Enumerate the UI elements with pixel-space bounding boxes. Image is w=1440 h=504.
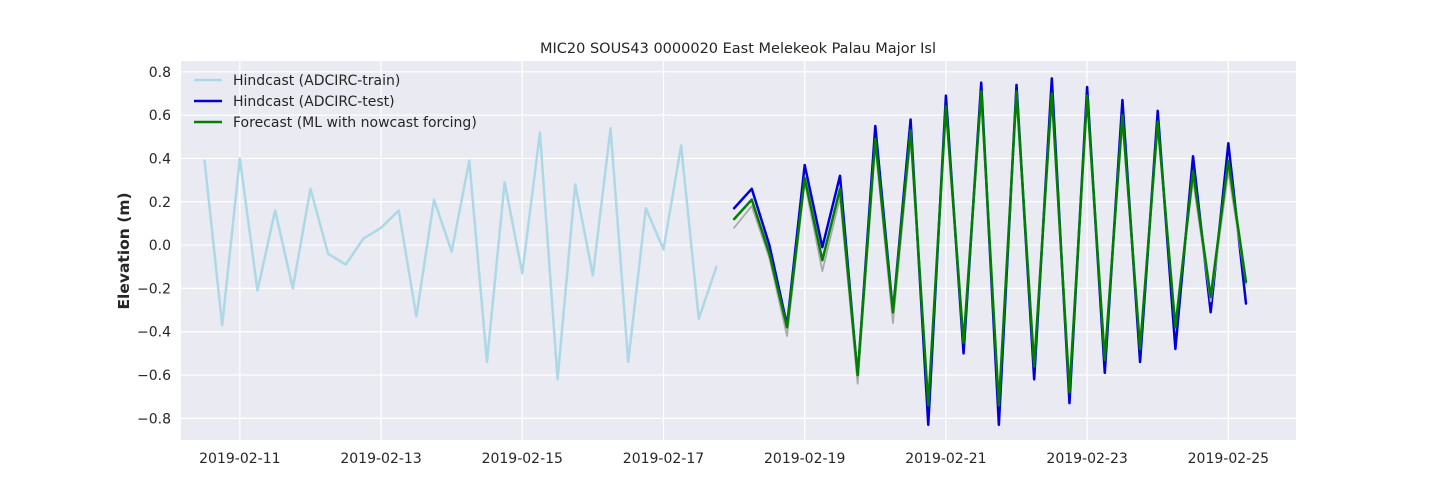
y-axis-label: Elevation (m)	[115, 192, 133, 309]
chart-title: MIC20 SOUS43 0000020 East Melekeok Palau…	[540, 41, 936, 57]
x-tick-label: 2019-02-23	[1046, 451, 1127, 467]
y-tick-labels: −0.8 −0.6 −0.4 −0.2 0.0 0.2 0.4 0.6 0.8	[137, 65, 171, 428]
x-tick-label: 2019-02-21	[905, 451, 986, 467]
series-line-forecast-ml-with-nowcast-forcing	[732, 90, 1248, 407]
y-tick-label: 0.2	[149, 195, 171, 211]
legend-label: Hindcast (ADCIRC-test)	[233, 94, 395, 110]
y-tick-label: 0.0	[149, 238, 171, 254]
y-tick-label: −0.4	[137, 325, 171, 341]
legend-label: Forecast (ML with nowcast forcing)	[233, 115, 477, 131]
series-layer	[203, 77, 1248, 427]
legend: Hindcast (ADCIRC-train) Hindcast (ADCIRC-…	[194, 73, 477, 131]
y-tick-label: 0.6	[149, 108, 171, 124]
x-tick-label: 2019-02-15	[482, 451, 563, 467]
x-tick-label: 2019-02-13	[340, 451, 421, 467]
plot-area	[181, 61, 1296, 440]
x-tick-label: 2019-02-25	[1188, 451, 1269, 467]
y-tick-label: 0.4	[149, 151, 171, 167]
y-tick-label: 0.8	[149, 65, 171, 81]
y-tick-label: −0.8	[137, 411, 171, 427]
y-tick-label: −0.2	[137, 281, 171, 297]
x-tick-label: 2019-02-11	[199, 451, 280, 467]
legend-label: Hindcast (ADCIRC-train)	[233, 73, 400, 89]
y-tick-label: −0.6	[137, 368, 171, 384]
x-tick-label: 2019-02-17	[623, 451, 704, 467]
x-tick-labels: 2019-02-11 2019-02-13 2019-02-15 2019-02-17…	[199, 451, 1269, 467]
series-line-hindcast-adcirc-train	[203, 126, 718, 381]
x-tick-label: 2019-02-19	[764, 451, 845, 467]
horizontal-gridlines	[181, 71, 1296, 419]
